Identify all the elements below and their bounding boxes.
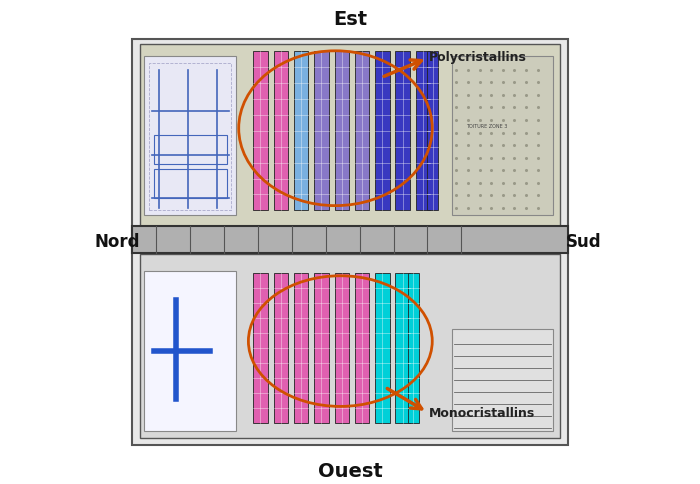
Bar [139, 44, 561, 230]
Text: Polycristallins: Polycristallins [429, 51, 526, 63]
Bar [154, 169, 227, 198]
Bar [144, 271, 237, 431]
Text: TOITURE ZONE 3: TOITURE ZONE 3 [466, 124, 508, 129]
Bar [274, 51, 288, 211]
Bar [428, 51, 438, 211]
Bar [355, 273, 370, 424]
Text: Nord: Nord [94, 233, 139, 251]
Bar [395, 51, 410, 211]
Bar [314, 273, 329, 424]
Bar [355, 51, 370, 211]
Bar [144, 56, 237, 215]
Text: Est: Est [333, 10, 367, 29]
Bar [149, 63, 232, 211]
Bar [294, 51, 309, 211]
Bar [294, 273, 309, 424]
Bar [452, 329, 553, 431]
Bar [314, 51, 329, 211]
Bar [452, 56, 553, 215]
Bar [132, 39, 568, 445]
Bar [139, 254, 561, 438]
Bar [416, 51, 430, 211]
Text: Ouest: Ouest [318, 462, 382, 481]
Bar [132, 227, 568, 253]
Bar [375, 51, 390, 211]
Text: Sud: Sud [566, 233, 601, 251]
Bar [335, 273, 349, 424]
Bar [408, 273, 419, 424]
Bar [375, 273, 390, 424]
Text: Monocristallins: Monocristallins [429, 407, 535, 420]
Bar [154, 136, 227, 165]
Bar [253, 51, 268, 211]
Bar [274, 273, 288, 424]
Bar [335, 51, 349, 211]
Bar [395, 273, 410, 424]
Bar [253, 273, 268, 424]
